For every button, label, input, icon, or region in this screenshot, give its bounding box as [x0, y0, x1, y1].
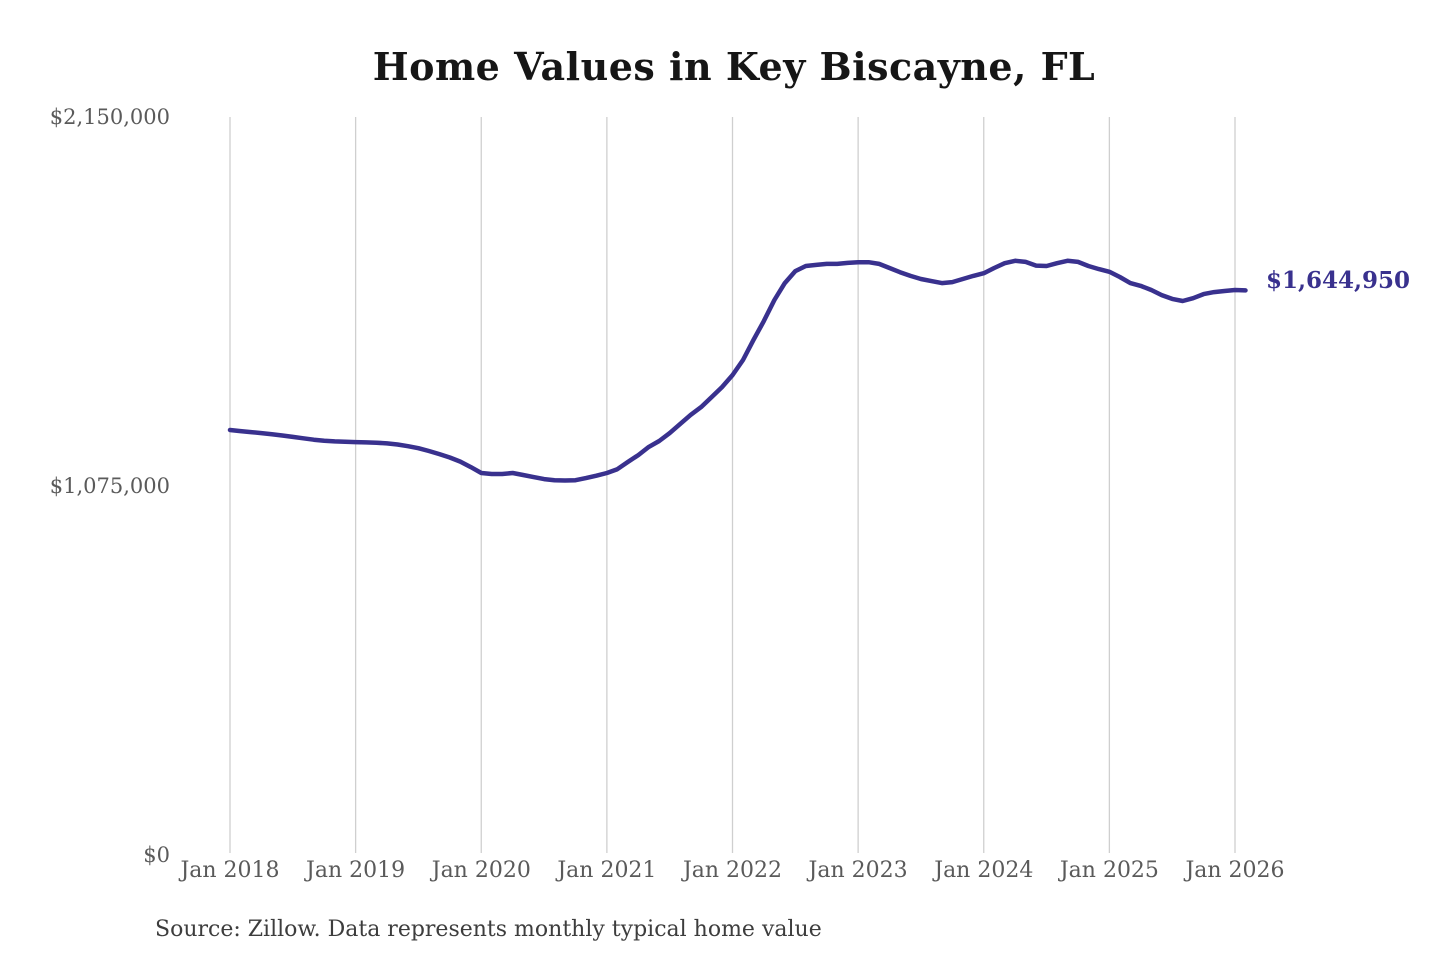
x-axis-label-jan-2019: Jan 2019	[306, 858, 406, 883]
x-axis-label-jan-2018: Jan 2018	[180, 858, 280, 883]
y-axis-label-zero: $0	[143, 843, 170, 867]
x-axis-label-jan-2024: Jan 2024	[934, 858, 1034, 883]
y-axis-label-middle: $1,075,000	[49, 474, 170, 498]
vertical-gridlines	[229, 117, 1236, 853]
x-axis-label-jan-2021: Jan 2021	[557, 858, 657, 883]
home-value-line-series	[227, 258, 1248, 483]
x-axis-label-jan-2022: Jan 2022	[682, 858, 783, 883]
x-axis-label-jan-2025: Jan 2025	[1059, 858, 1159, 883]
latest-value-annotation: $1,644,950	[1266, 267, 1411, 294]
x-axis-label-jan-2026: Jan 2026	[1185, 858, 1285, 883]
x-axis-label-jan-2020: Jan 2020	[431, 858, 531, 883]
y-axis-label-top: $2,150,000	[49, 105, 170, 129]
source-note: Source: Zillow. Data represents monthly …	[155, 917, 822, 942]
x-axis-label-jan-2023: Jan 2023	[808, 858, 908, 883]
chart-title: Home Values in Key Biscayne, FL	[372, 44, 1096, 89]
